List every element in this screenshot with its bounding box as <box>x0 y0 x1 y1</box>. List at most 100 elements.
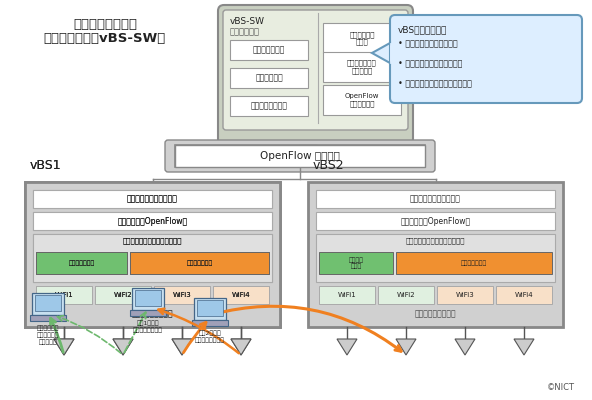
Text: OpenFlow スイッチ: OpenFlow スイッチ <box>260 151 340 161</box>
Bar <box>135 290 161 306</box>
Text: WiFi4: WiFi4 <box>231 292 250 298</box>
Bar <box>25 182 280 327</box>
Bar <box>323 52 401 82</box>
Text: WiFi3: WiFi3 <box>173 292 191 298</box>
Bar <box>175 145 425 167</box>
Text: 管理モジュール: 管理モジュール <box>253 46 285 54</box>
Bar <box>36 286 92 304</box>
Bar <box>33 212 272 230</box>
Polygon shape <box>231 339 251 355</box>
Polygon shape <box>396 339 416 355</box>
FancyBboxPatch shape <box>223 10 408 130</box>
Bar <box>95 286 151 304</box>
Bar <box>192 320 228 326</box>
Bar <box>154 286 210 304</box>
Polygon shape <box>54 339 74 355</box>
Bar <box>230 40 308 60</box>
FancyBboxPatch shape <box>218 5 413 145</box>
Polygon shape <box>337 339 357 355</box>
Text: 共用仮想基地局: 共用仮想基地局 <box>68 260 95 266</box>
Bar <box>132 288 164 310</box>
Text: フロー制御（OpenFlow）: フロー制御（OpenFlow） <box>400 216 471 226</box>
FancyBboxPatch shape <box>390 15 582 103</box>
Text: 端末2（優先
サービス利用者）: 端末2（優先 サービス利用者） <box>195 330 225 342</box>
Bar <box>130 252 269 274</box>
Text: WiFi3: WiFi3 <box>173 292 191 298</box>
Bar <box>213 286 269 304</box>
Text: フロー制御（OpenFlow）: フロー制御（OpenFlow） <box>117 216 188 226</box>
Bar <box>33 234 272 282</box>
Text: サービス管理: サービス管理 <box>255 74 283 82</box>
FancyBboxPatch shape <box>165 140 435 172</box>
Text: コントローラ: コントローラ <box>230 27 260 36</box>
Polygon shape <box>113 339 133 355</box>
Bar <box>130 310 166 316</box>
Bar <box>30 315 66 321</box>
Polygon shape <box>514 339 534 355</box>
Polygon shape <box>172 339 192 355</box>
Text: • 仮想基地局の作成・削除: • 仮想基地局の作成・削除 <box>398 39 458 48</box>
Bar <box>197 300 223 316</box>
Text: WiFi1: WiFi1 <box>337 292 356 298</box>
Text: 基地局資源スタック: 基地局資源スタック <box>131 310 173 318</box>
Text: 共用仮想基地局: 共用仮想基地局 <box>68 260 95 266</box>
Text: 共用仮想
基地局: 共用仮想 基地局 <box>349 257 363 269</box>
Bar <box>396 252 552 274</box>
Text: OpenFlow
コントローラ: OpenFlow コントローラ <box>345 93 379 107</box>
Bar <box>323 23 401 53</box>
Text: 無線アクセス資源抽象化レイヤ: 無線アクセス資源抽象化レイヤ <box>123 238 182 244</box>
Bar <box>35 295 61 311</box>
Text: vBS1: vBS1 <box>30 159 62 172</box>
Bar <box>33 190 272 208</box>
Bar <box>437 286 493 304</box>
Polygon shape <box>372 43 390 63</box>
Text: 無線アクセス資源抽象化レイヤ: 無線アクセス資源抽象化レイヤ <box>123 238 182 244</box>
Bar <box>213 286 269 304</box>
Bar <box>316 190 555 208</box>
Polygon shape <box>54 339 74 355</box>
Text: WiFi4: WiFi4 <box>231 292 250 298</box>
Text: トラフィック計測: トラフィック計測 <box>250 102 288 110</box>
Text: ギガビットイーサネット: ギガビットイーサネット <box>410 194 461 204</box>
Text: WiFi3: WiFi3 <box>456 292 474 298</box>
Text: 専用仮想基地局: 専用仮想基地局 <box>461 260 487 266</box>
Text: vBSの一元管理：: vBSの一元管理： <box>398 25 448 34</box>
Bar <box>194 298 226 320</box>
Polygon shape <box>172 339 192 355</box>
Polygon shape <box>455 339 475 355</box>
Bar <box>496 286 552 304</box>
Bar <box>230 68 308 88</box>
Text: WiFi2: WiFi2 <box>397 292 416 298</box>
Text: ギガビットイーサネット: ギガビットイーサネット <box>127 194 178 204</box>
Text: • 無線インタフェースの設定: • 無線インタフェースの設定 <box>398 59 462 68</box>
Bar <box>175 145 425 167</box>
Bar <box>316 212 555 230</box>
Text: 基地局資源スタック: 基地局資源スタック <box>414 310 456 318</box>
Text: スライス生成
・管理: スライス生成 ・管理 <box>349 31 375 45</box>
Bar <box>319 252 393 274</box>
Bar <box>33 190 272 208</box>
Text: vBS2: vBS2 <box>313 159 345 172</box>
Text: 端末1（優先
サービス利用者）: 端末1（優先 サービス利用者） <box>133 320 163 332</box>
Text: WiFi2: WiFi2 <box>114 292 133 298</box>
Text: WiFi2: WiFi2 <box>114 292 133 298</box>
Bar <box>154 286 210 304</box>
Text: 仮想化対応基地局: 仮想化対応基地局 <box>73 18 137 31</box>
Text: 基地局資源スタック: 基地局資源スタック <box>131 310 173 318</box>
Text: ©NICT: ©NICT <box>547 383 575 392</box>
Text: フロー制御（OpenFlow）: フロー制御（OpenFlow） <box>117 216 188 226</box>
Bar <box>36 252 127 274</box>
Text: 収容スイッチ（vBS-SW）: 収容スイッチ（vBS-SW） <box>44 32 166 45</box>
Bar <box>33 234 272 282</box>
Bar <box>308 182 563 327</box>
Bar <box>130 252 269 274</box>
Text: WiFi1: WiFi1 <box>54 292 73 298</box>
Text: ギガビットイーサネット: ギガビットイーサネット <box>127 194 178 204</box>
Text: 無線アクセス資源抽象化レイヤ: 無線アクセス資源抽象化レイヤ <box>406 238 465 244</box>
Text: 専用仮想基地局: 専用仮想基地局 <box>186 260 213 266</box>
Bar <box>230 96 308 116</box>
Text: • 仮想基地局間ハンドオーバ制御: • 仮想基地局間ハンドオーバ制御 <box>398 79 472 88</box>
Text: その他の端末
（他サービス
の利用者）: その他の端末 （他サービス の利用者） <box>37 325 59 344</box>
Bar <box>32 293 64 315</box>
Bar <box>95 286 151 304</box>
